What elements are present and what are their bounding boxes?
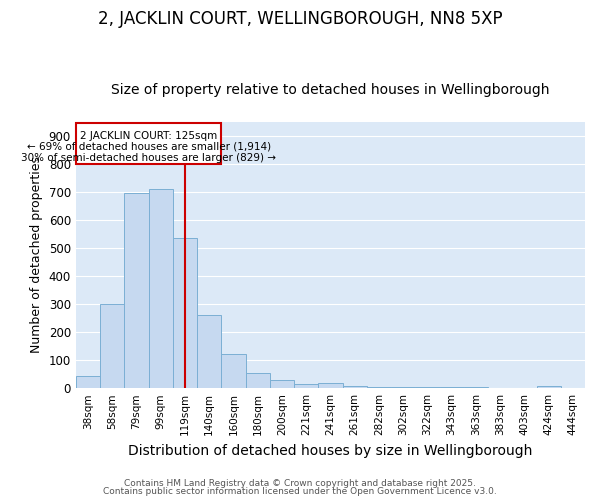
Bar (221, 354, 245, 388)
Bar (100, 304, 124, 388)
Bar (391, 387, 415, 388)
Bar (124, 194, 149, 388)
Bar (415, 387, 440, 388)
Bar (536, 386, 561, 388)
Bar (149, 189, 173, 388)
Bar (270, 380, 294, 388)
Bar (173, 238, 197, 388)
Bar (319, 383, 343, 388)
Text: Contains public sector information licensed under the Open Government Licence v3: Contains public sector information licen… (103, 487, 497, 496)
FancyBboxPatch shape (76, 123, 221, 164)
Text: ← 69% of detached houses are smaller (1,914): ← 69% of detached houses are smaller (1,… (27, 142, 271, 152)
Y-axis label: Number of detached properties: Number of detached properties (30, 156, 43, 354)
Text: 2 JACKLIN COURT: 125sqm: 2 JACKLIN COURT: 125sqm (80, 131, 217, 141)
Bar (440, 387, 464, 388)
X-axis label: Distribution of detached houses by size in Wellingborough: Distribution of detached houses by size … (128, 444, 533, 458)
Bar (367, 387, 391, 388)
Text: 2, JACKLIN COURT, WELLINGBOROUGH, NN8 5XP: 2, JACKLIN COURT, WELLINGBOROUGH, NN8 5X… (98, 10, 502, 28)
Text: 30% of semi-detached houses are larger (829) →: 30% of semi-detached houses are larger (… (22, 153, 277, 163)
Text: Contains HM Land Registry data © Crown copyright and database right 2025.: Contains HM Land Registry data © Crown c… (124, 478, 476, 488)
Bar (76, 376, 100, 388)
Bar (197, 314, 221, 388)
Bar (245, 373, 270, 388)
Title: Size of property relative to detached houses in Wellingborough: Size of property relative to detached ho… (111, 83, 550, 97)
Bar (343, 386, 367, 388)
Bar (294, 384, 319, 388)
